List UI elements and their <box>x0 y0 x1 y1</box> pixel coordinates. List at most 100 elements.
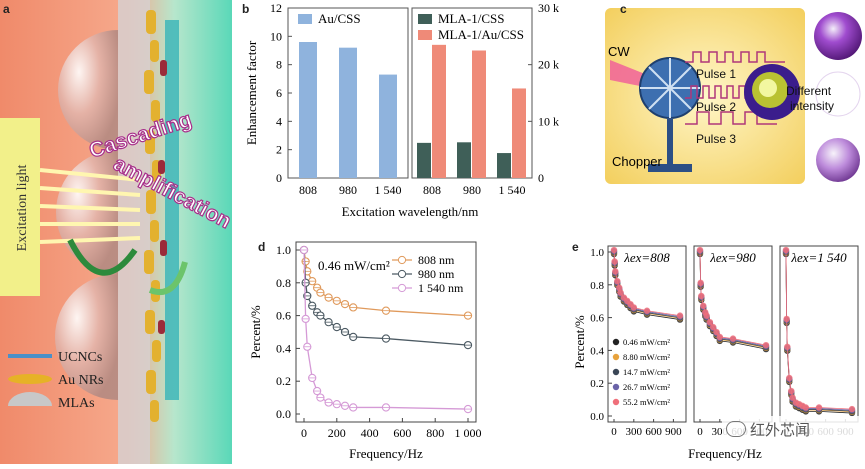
cw-label: CW <box>608 44 630 59</box>
e-point <box>611 258 618 265</box>
b-left-xtick-label: 808 <box>299 183 317 197</box>
e-series-line <box>785 253 853 414</box>
b-left-ytick-label: 6 <box>276 86 282 100</box>
e-series-line <box>785 251 853 412</box>
panel-b-label: b <box>242 2 250 16</box>
d-xtick-label: 1 000 <box>455 426 482 440</box>
panel-a-label: a <box>3 2 10 16</box>
e-ytick-label: 0.8 <box>590 280 604 292</box>
e-point <box>703 312 710 319</box>
d-ytick-label: 0.8 <box>276 276 291 290</box>
b-right-xtick-label: 1 540 <box>499 183 526 197</box>
e-legend-label: 8.80 mW/cm² <box>623 352 670 362</box>
b-bar-au-css <box>299 42 317 178</box>
panel-d-line-chart: 0.0 0.2 0.4 0.6 0.8 1.0 0 200 400 600 800 1 000 0.4… <box>248 241 482 461</box>
b-right-ytick-label: 0 <box>538 171 544 185</box>
d-xtick-label: 200 <box>328 426 346 440</box>
e-xtick-label: 0 <box>611 426 617 438</box>
legend-swatch-mla1-au-css <box>418 30 432 40</box>
legend-au-css: Au/CSS <box>318 11 361 26</box>
e-legend-label: 14.7 mW/cm² <box>623 367 670 377</box>
e-point <box>696 246 704 254</box>
e-point <box>643 307 651 314</box>
d-xtick-label: 600 <box>393 426 411 440</box>
b-xlabel: Excitation wavelength/nm <box>342 204 479 219</box>
e-point <box>788 387 795 395</box>
b-bar-mla1-css <box>457 142 471 178</box>
b-bar-mla1-css <box>497 153 511 178</box>
e-point <box>610 246 618 254</box>
e-series-line <box>699 253 767 350</box>
e-point <box>710 323 717 331</box>
e-subplot-frame <box>693 245 773 423</box>
e-xlabel: Frequency/Hz <box>688 446 762 461</box>
e-series-line <box>785 252 853 413</box>
panel-d-label: d <box>258 240 266 254</box>
e-legend-label: 55.2 mW/cm² <box>623 397 670 407</box>
e-point <box>784 343 791 350</box>
watermark-text: 红外芯闻 <box>750 420 811 439</box>
e-point <box>698 292 705 300</box>
b-right-ytick-label: 30 k <box>538 1 559 15</box>
b-bar-au-css <box>379 74 397 178</box>
e-legend-label: 26.7 mW/cm² <box>623 382 670 392</box>
chopper-label: Chopper <box>612 154 663 169</box>
legend-mlas: MLAs <box>58 396 95 411</box>
e-point <box>783 315 790 323</box>
e-series-line <box>699 251 767 348</box>
e-point <box>616 284 623 291</box>
d-legend-label: 808 nm <box>418 253 455 267</box>
b-left-ytick-label: 2 <box>276 143 282 157</box>
b-right-ytick-label: 20 k <box>538 58 559 72</box>
panel-c-label: c <box>620 2 627 16</box>
panel-c-illustration: CW Chopper Pulse 1 Pulse 2 Pulse 3 Diffe… <box>605 0 865 190</box>
e-subplot-title: λex=1 540 <box>790 250 847 265</box>
b-left-xtick-label: 1 540 <box>375 183 402 197</box>
e-point <box>713 328 720 336</box>
d-series-line <box>303 249 469 410</box>
e-point <box>786 374 793 382</box>
e-point <box>848 405 856 413</box>
e-ylabel: Percent/% <box>572 315 587 369</box>
excitation-light-label: Excitation light <box>15 165 30 252</box>
b-bar-au-css <box>339 47 357 178</box>
legend-au-nrs: Au NRs <box>58 373 104 388</box>
e-xtick-label: 600 <box>645 426 662 438</box>
e-point <box>614 277 621 285</box>
legend-mla1-css: MLA-1/CSS <box>438 11 504 26</box>
e-point <box>815 404 823 411</box>
e-ytick-label: 1.0 <box>590 247 604 259</box>
b-bar-mla1-au-css <box>472 50 486 178</box>
e-point <box>697 279 704 287</box>
wechat-icon <box>726 421 746 437</box>
b-bar-mla1-au-css <box>432 44 446 179</box>
e-legend-label: 0.46 mW/cm² <box>623 337 670 347</box>
b-left-xtick-label: 980 <box>339 183 357 197</box>
e-series-line <box>785 251 853 411</box>
watermark: 红外芯闻 <box>722 416 862 442</box>
d-ytick-label: 0.2 <box>276 374 291 388</box>
legend-swatch-au-css <box>298 14 312 24</box>
different-label: Different <box>786 84 832 98</box>
d-ytick-label: 1.0 <box>276 243 291 257</box>
d-legend-marker <box>397 283 407 293</box>
b-left-ytick-label: 8 <box>276 58 282 72</box>
e-series-line <box>785 250 853 410</box>
b-bar-mla1-css <box>417 142 431 178</box>
legend-swatch-mla1-css <box>418 14 432 24</box>
d-ytick-label: 0.0 <box>276 407 291 421</box>
e-series-line <box>699 251 767 347</box>
b-left-ytick-label: 4 <box>276 114 282 128</box>
d-ytick-label: 0.4 <box>276 341 291 355</box>
panel-b: 0 2 4 6 8 10 12 808 980 1 540 0 10 k 20 k 30 k 808 980… <box>240 0 570 226</box>
panel-c: CW Chopper Pulse 1 Pulse 2 Pulse 3 Diffe… <box>600 0 865 190</box>
e-point <box>762 341 770 349</box>
e-legend-marker <box>612 368 620 376</box>
e-point <box>617 289 624 296</box>
pulse-2-label: Pulse 2 <box>696 100 736 114</box>
e-point <box>782 246 790 254</box>
panel-b-bar-charts: 0 2 4 6 8 10 12 808 980 1 540 0 10 k 20 k 30 k 808 980… <box>244 1 559 219</box>
panel-e-label: e <box>572 240 579 254</box>
e-point <box>700 302 707 309</box>
d-ylabel: Percent/% <box>248 305 263 359</box>
